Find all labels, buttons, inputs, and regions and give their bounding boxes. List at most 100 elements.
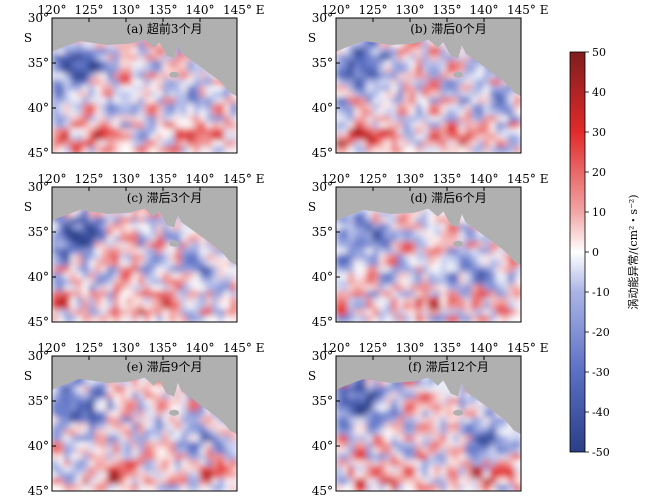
colorbar-tick-label: 20 [592, 166, 606, 179]
x-tick-label: 130° [112, 172, 141, 186]
y-tick-label: 30° [312, 11, 333, 25]
x-tick-label: 130° [396, 172, 425, 186]
y-tick-label: 40° [28, 270, 49, 284]
y-tick-label: 45° [312, 484, 333, 497]
y-tick-label: 35° [28, 225, 49, 239]
panel-a-field [52, 18, 237, 153]
panel-title: (c) 滞后3个月 [127, 191, 203, 205]
y-tick-label: 35° [28, 394, 49, 408]
island [169, 409, 180, 416]
land-mask [52, 18, 237, 97]
panel-title: (e) 滞后9个月 [127, 360, 203, 374]
panels-group: 120° 125° 130° 135° 140° 145° E 30° 35° 40° 45° S (… [24, 3, 549, 497]
panel-frame [51, 186, 238, 323]
y-hemisphere-label: S [308, 31, 316, 45]
x-tick-label: 145° E [223, 341, 264, 355]
x-tick-label: 135° [149, 341, 178, 355]
y-tick-label: 30° [28, 11, 49, 25]
y-tick-label: 40° [312, 101, 333, 115]
x-tick-label: 135° [149, 3, 178, 17]
x-tick-label: 145° E [507, 172, 548, 186]
panel-b: 120° 125° 130° 135° 140° 145° E 30° 35° 40° 45° S (… [308, 3, 549, 160]
y-hemisphere-label: S [24, 31, 32, 45]
x-tick-label: 135° [433, 172, 462, 186]
panel-frame [51, 355, 238, 492]
x-tick-label: 120° [38, 3, 67, 17]
x-tick-label: 140° [470, 341, 499, 355]
y-hemisphere-label: S [24, 200, 32, 214]
x-tick-label: 125° [75, 3, 104, 17]
x-tick-label: 120° [38, 341, 67, 355]
y-tick-label: 35° [312, 225, 333, 239]
panel-f-field [336, 356, 521, 491]
x-tick-label: 125° [75, 341, 104, 355]
panel-title: (d) 滞后6个月 [410, 191, 487, 205]
colorbar-tick-label: 50 [592, 46, 606, 59]
panel-d: 120° 125° 130° 135° 140° 145° E 30° 35° 40° 45° S (… [308, 172, 549, 329]
island [453, 71, 464, 78]
colorbar-tick-label: 0 [592, 246, 599, 259]
colorbar-gradient [569, 51, 586, 453]
y-tick-label: 45° [312, 146, 333, 160]
y-tick-label: 45° [312, 315, 333, 329]
panel-a: 120° 125° 130° 135° 140° 145° E 30° 35° 40° 45° S (… [24, 3, 265, 160]
panel-b-field [336, 18, 521, 153]
x-tick-label: 135° [433, 3, 462, 17]
panel-c: 120° 125° 130° 135° 140° 145° E 30° 35° 40° 45° S (… [24, 172, 265, 329]
x-tick-label: 125° [359, 3, 388, 17]
colorbar-tick-label: -30 [592, 366, 610, 379]
x-tick-label: 125° [359, 172, 388, 186]
x-tick-label: 125° [359, 341, 388, 355]
x-tick-label: 135° [149, 172, 178, 186]
x-tick-label: 145° E [507, 3, 548, 17]
x-tick-label: 140° [470, 3, 499, 17]
y-tick-label: 40° [28, 101, 49, 115]
y-tick-label: 30° [312, 349, 333, 363]
panel-frame [51, 17, 238, 154]
y-tick-label: 35° [312, 56, 333, 70]
x-tick-label: 130° [396, 341, 425, 355]
island [453, 409, 464, 416]
y-tick-label: 40° [28, 439, 49, 453]
colorbar-tick-label: -10 [592, 286, 610, 299]
panel-e-field [52, 356, 237, 491]
island [169, 71, 180, 78]
x-tick-label: 135° [433, 341, 462, 355]
panel-title: (f) 滞后12个月 [408, 360, 489, 374]
colorbar-tick-label: 40 [592, 86, 606, 99]
y-tick-label: 30° [312, 180, 333, 194]
colorbar: 50 40 30 20 10 0 -10 -20 -30 -40 -50 涡动能异常/(cm²・s⁻²… [569, 46, 640, 459]
x-tick-label: 120° [322, 3, 351, 17]
land-mask [336, 187, 521, 266]
y-hemisphere-label: S [308, 369, 316, 383]
land-mask [336, 18, 521, 97]
island [453, 240, 464, 247]
panel-frame [335, 186, 522, 323]
land-mask [336, 356, 521, 435]
x-tick-label: 140° [186, 3, 215, 17]
x-tick-label: 145° E [223, 3, 264, 17]
x-tick-label: 145° E [507, 341, 548, 355]
y-tick-label: 45° [28, 484, 49, 497]
y-tick-label: 35° [312, 394, 333, 408]
panel-frame [335, 355, 522, 492]
y-tick-label: 40° [312, 270, 333, 284]
panel-c-field [52, 187, 237, 322]
x-tick-label: 145° E [223, 172, 264, 186]
x-tick-label: 120° [322, 172, 351, 186]
land-mask [52, 187, 237, 266]
panel-title: (b) 滞后0个月 [410, 22, 487, 36]
panel-e: 120° 125° 130° 135° 140° 145° E 30° 35° 40° 45° S (… [24, 341, 265, 497]
x-tick-label: 140° [186, 172, 215, 186]
y-tick-label: 40° [312, 439, 333, 453]
x-tick-label: 140° [186, 341, 215, 355]
y-tick-label: 45° [28, 146, 49, 160]
x-tick-label: 120° [322, 341, 351, 355]
colorbar-tick-label: -20 [592, 326, 610, 339]
panel-d-field [336, 187, 521, 322]
panel-title: (a) 超前3个月 [127, 21, 203, 36]
y-tick-label: 30° [28, 349, 49, 363]
land-mask [52, 356, 237, 435]
colorbar-tick-label: 10 [592, 206, 606, 219]
